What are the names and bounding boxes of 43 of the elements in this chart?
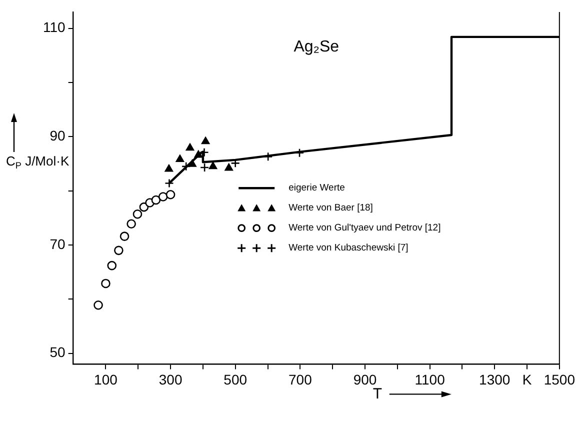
x-tick-label: 900 (353, 371, 377, 388)
point (188, 160, 196, 167)
point (151, 195, 161, 205)
legend-label: eigerie Werte (288, 182, 345, 194)
point (101, 278, 110, 288)
point (166, 190, 176, 200)
text: Ag₂Se (294, 38, 340, 56)
y-tick-label: 110 (42, 19, 66, 36)
point (186, 143, 194, 151)
point (94, 300, 103, 310)
y-tick-label: 90 (50, 127, 66, 144)
x-tick-label: 1100 (414, 371, 446, 388)
legend-label: Werte von Gul'tyaev und Petrov [12] (288, 222, 441, 234)
y-tick-label: 50 (50, 344, 66, 360)
point (164, 178, 174, 188)
point (114, 246, 124, 256)
point (120, 232, 130, 241)
x-tick-label: 1300 (479, 371, 510, 388)
point (176, 154, 184, 162)
point (164, 164, 174, 172)
x-tick-label: 100 (94, 371, 118, 388)
x-axis-title: T (372, 385, 382, 402)
point (224, 163, 233, 171)
point (201, 136, 210, 144)
point (200, 148, 209, 157)
x-tick-label: K (522, 371, 532, 388)
legend-label: Werte von Baer [18] (288, 202, 373, 214)
point (200, 162, 210, 172)
y-tick-label: 70 (50, 236, 66, 252)
point (132, 209, 142, 219)
point (208, 162, 218, 170)
point (263, 152, 273, 162)
x-tick-label: 300 (158, 371, 182, 388)
legend-label: Werte von Kubaschewski [7] (288, 242, 408, 254)
point (107, 260, 117, 270)
point (158, 192, 168, 202)
point (294, 148, 304, 158)
x-tick-label: 1500 (544, 371, 576, 388)
point (194, 150, 203, 158)
point (181, 162, 191, 172)
x-tick-label: 500 (224, 371, 248, 388)
x-tick-label: 700 (288, 371, 312, 388)
point (126, 219, 136, 229)
